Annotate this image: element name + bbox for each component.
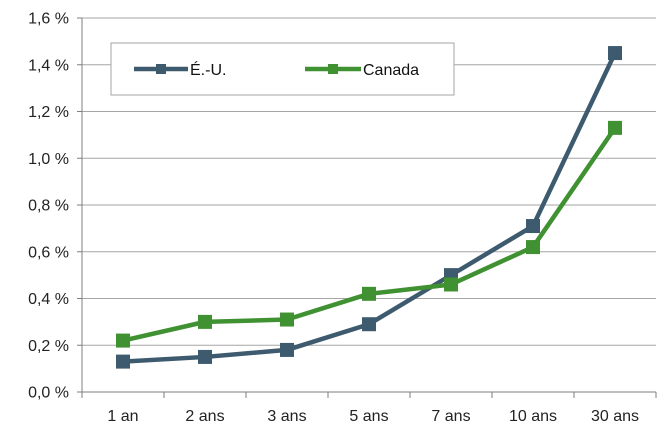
data-point [608, 46, 622, 61]
series-line [122, 52, 618, 364]
y-tick-label: 1,4 % [28, 57, 69, 74]
x-tick-label: 2 ans [185, 408, 224, 425]
y-tick-label: 1,6 % [28, 11, 69, 28]
y-tick-label: 1,0 % [28, 151, 69, 168]
data-point [362, 317, 376, 332]
series-0 [116, 46, 622, 369]
data-point [116, 354, 130, 369]
y-tick-label: 0,6 % [28, 244, 69, 261]
data-point [116, 333, 130, 348]
data-point [526, 240, 540, 255]
data-point [362, 286, 376, 301]
legend-item-1: Canada [305, 62, 419, 79]
x-tick-label: 30 ans [591, 408, 639, 425]
series-line [122, 126, 617, 343]
data-point [444, 277, 458, 292]
legend-marker [156, 64, 166, 74]
x-tick-label: 10 ans [509, 408, 557, 425]
y-tick-label: 0,8 % [28, 198, 69, 215]
x-tick-label: 3 ans [267, 408, 306, 425]
legend-item-0: É.-U. [134, 60, 226, 79]
series-1 [116, 120, 622, 348]
legend-label: É.-U. [190, 60, 226, 79]
legend: É.-U. Canada [110, 42, 455, 96]
data-point [280, 312, 294, 327]
y-tick-label: 0,2 % [28, 338, 69, 355]
legend-marker [328, 64, 338, 74]
data-point [198, 349, 212, 364]
y-tick-label: 0,4 % [28, 291, 69, 308]
data-point [526, 219, 540, 234]
x-tick-label: 7 ans [431, 408, 470, 425]
chart-axes: 0,0 % 0,2 % 0,4 % 0,6 % 0,8 % 1,0 % 1,2 % 1,4 %… [28, 11, 657, 425]
y-tick-label: 0,0 % [28, 385, 69, 402]
data-point [280, 342, 294, 357]
legend-label: Canada [363, 62, 419, 79]
x-tick-label: 1 an [107, 408, 138, 425]
data-point [608, 120, 622, 135]
data-point [198, 314, 212, 329]
y-tick-label: 1,2 % [28, 104, 69, 121]
series-layer [116, 46, 622, 369]
x-tick-label: 5 ans [349, 408, 388, 425]
